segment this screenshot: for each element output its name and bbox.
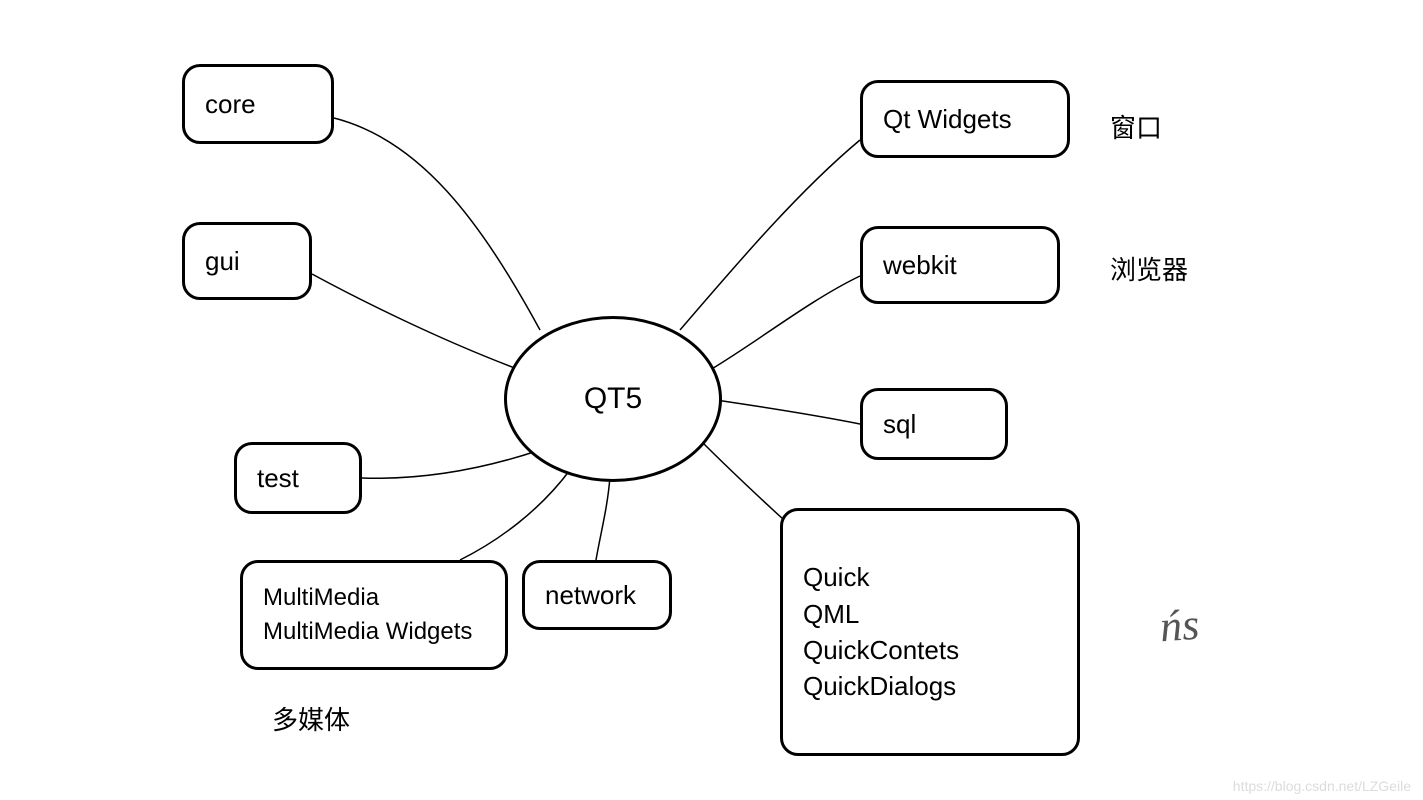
node-core: core xyxy=(182,64,334,144)
node-label: webkit xyxy=(883,247,1057,283)
node-label: network xyxy=(545,577,669,613)
center-node-qt5: QT5 xyxy=(504,316,722,482)
edge-test xyxy=(362,450,540,478)
node-test: test xyxy=(234,442,362,514)
edge-gui xyxy=(312,274,520,370)
node-label: core xyxy=(205,86,331,122)
annotation-text: 窗口 xyxy=(1110,108,1162,145)
node-label: test xyxy=(257,460,359,496)
watermark-text: https://blog.csdn.net/LZGeile xyxy=(1233,778,1411,794)
node-gui: gui xyxy=(182,222,312,300)
node-label: gui xyxy=(205,243,309,279)
node-network: network xyxy=(522,560,672,630)
center-node-label: QT5 xyxy=(584,382,642,416)
edge-webkit xyxy=(710,276,860,370)
annotation-text: 浏览器 xyxy=(1110,250,1188,287)
edge-network xyxy=(596,476,610,560)
node-webkit: webkit xyxy=(860,226,1060,304)
node-label: QuickDialogs xyxy=(803,668,1077,704)
node-label: Qt Widgets xyxy=(883,101,1067,137)
annotation-text: 多媒体 xyxy=(272,700,350,737)
node-quick: QuickQMLQuickContetsQuickDialogs xyxy=(780,508,1080,756)
node-label: MultiMedia xyxy=(263,581,505,615)
node-label: QML xyxy=(803,596,1077,632)
edge-core xyxy=(334,118,540,330)
node-label: MultiMedia Widgets xyxy=(263,615,505,649)
node-sql: sql xyxy=(860,388,1008,460)
edge-quick xyxy=(700,440,784,520)
edge-widgets xyxy=(680,140,860,330)
node-label: sql xyxy=(883,406,1005,442)
node-label: Quick xyxy=(803,559,1077,595)
node-multimedia: MultiMediaMultiMedia Widgets xyxy=(240,560,508,670)
edge-multimedia xyxy=(460,470,570,560)
node-widgets: Qt Widgets xyxy=(860,80,1070,158)
edge-sql xyxy=(716,400,860,424)
handwriting-scribble: ńs xyxy=(1158,599,1201,653)
node-label: QuickContets xyxy=(803,632,1077,668)
